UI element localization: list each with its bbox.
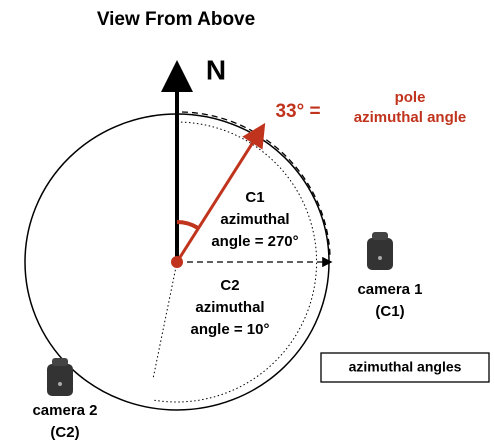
camera-label: camera 1 xyxy=(357,281,422,298)
camera-label: camera 2 xyxy=(32,402,97,419)
title: View From Above xyxy=(97,9,255,30)
c2-arc xyxy=(152,121,318,403)
c1-label: azimuthal xyxy=(220,211,289,228)
camera-label: (C1) xyxy=(375,303,404,320)
c1-arc xyxy=(181,111,331,256)
pole-angle-arc xyxy=(176,220,200,230)
camera-icon xyxy=(47,358,73,396)
legend-box xyxy=(320,352,490,383)
pole-label: azimuthal angle xyxy=(354,109,467,126)
pole-arrow xyxy=(175,122,266,263)
c1-label: C1 xyxy=(245,189,264,206)
c2-line xyxy=(152,261,178,380)
c1-label: angle = 270° xyxy=(211,233,298,250)
c2-label: azimuthal xyxy=(195,299,264,316)
north-label: N xyxy=(206,54,226,85)
camera-label: (C2) xyxy=(50,424,79,441)
legend-label: azimuthal angles xyxy=(349,359,462,375)
pole-angle-value: 33° = xyxy=(275,101,320,122)
center-dot xyxy=(171,256,183,268)
c2-label: C2 xyxy=(220,277,239,294)
c2-label: angle = 10° xyxy=(191,321,270,338)
pole-label: pole xyxy=(395,89,426,106)
camera-icon xyxy=(367,232,393,270)
